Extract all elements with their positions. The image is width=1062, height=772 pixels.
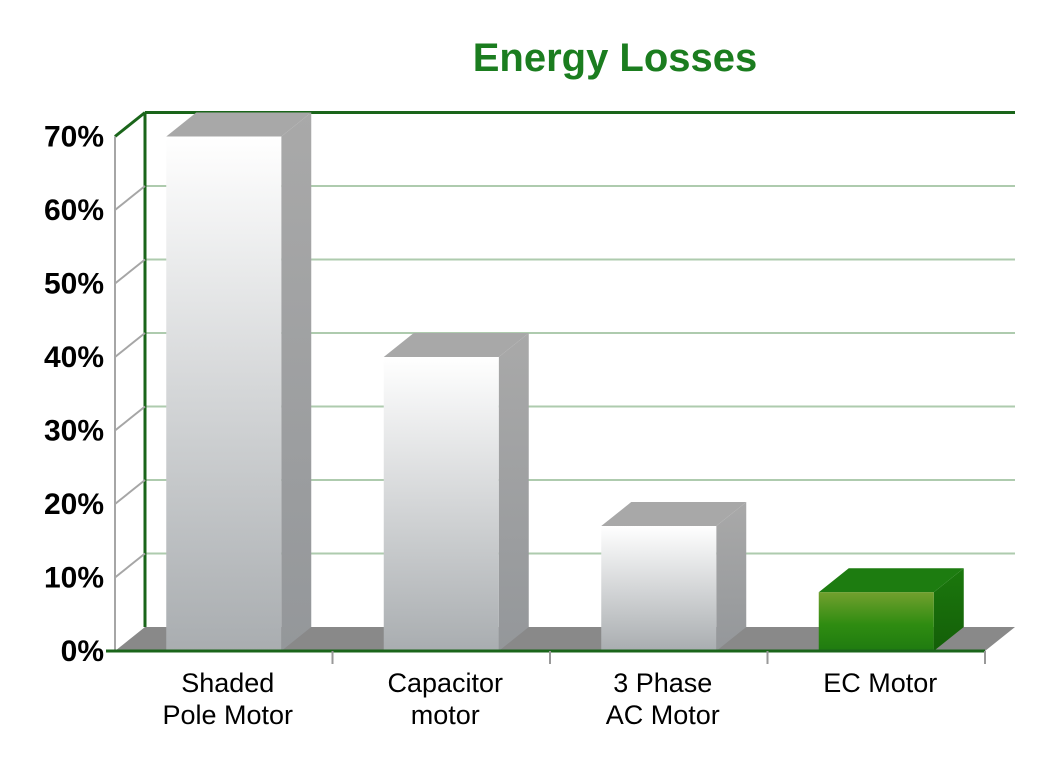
x-axis-category-label: Pole Motor [162,700,293,730]
top-corner-diagonal [114,111,146,138]
bar-top-face [818,568,964,593]
bar-side-face [498,333,529,651]
bar-capacitor-motor [383,333,529,651]
y-axis-label: 30% [44,415,104,448]
bar-front-face [601,526,717,651]
bar-side-face [933,568,964,651]
x-axis-category-label: motor [411,700,480,730]
bar-front-face [166,136,282,651]
y-axis-label: 60% [44,194,104,227]
y-axis-label: 10% [44,562,104,595]
bar-shaded-pole-motor [166,112,312,651]
chart-floor [115,627,1015,651]
bar-top-face [601,502,747,527]
y-tick-diagonal [114,479,146,505]
y-axis-label: 0% [61,635,104,668]
bar-top-face [383,333,529,357]
y-axis-label: 70% [44,121,104,154]
chart-title: Energy Losses [472,36,758,80]
bar-3-phase-ac-motor [601,502,747,651]
bar-side-face [716,502,747,651]
x-axis-category-label: EC Motor [823,668,937,698]
x-axis-category-label: Capacitor [387,668,503,698]
y-tick-diagonal [114,185,146,211]
bar-ec-motor [818,568,964,651]
x-axis-category-label: 3 Phase [613,668,712,698]
y-tick-diagonal [114,405,146,432]
y-tick-diagonal [114,552,146,579]
y-axis-label: 50% [44,268,104,301]
bar-front-face [818,592,934,651]
y-axis-label: 40% [44,341,104,374]
x-axis-category-label: Shaded [181,668,274,698]
bar-top-face [166,112,312,137]
y-tick-diagonal [114,332,146,358]
bar-side-face [281,112,312,651]
x-axis-category-label: AC Motor [606,700,720,730]
bar-front-face [383,357,499,651]
y-tick-diagonal [114,258,146,285]
y-axis-label: 20% [44,488,104,521]
